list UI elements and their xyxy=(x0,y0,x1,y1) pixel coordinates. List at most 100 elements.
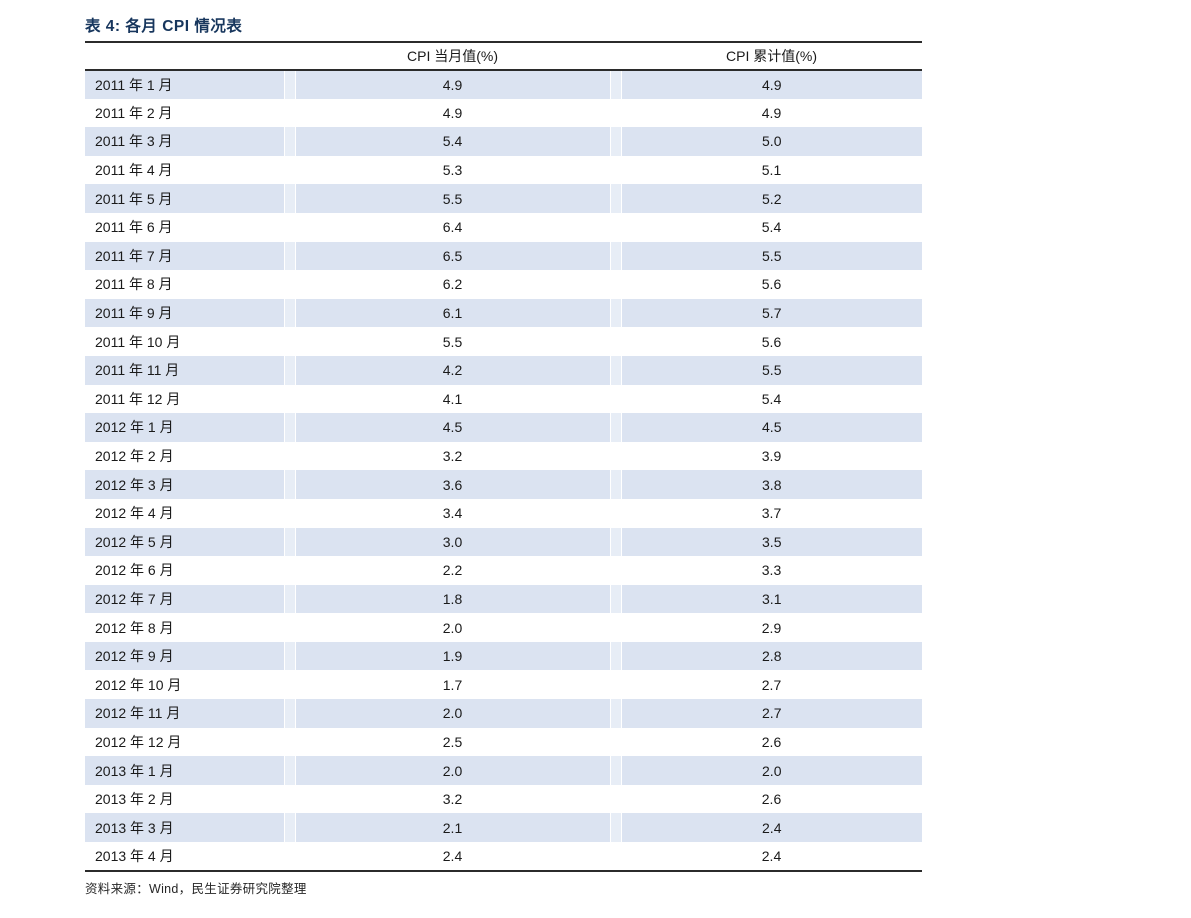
spacer-cell xyxy=(284,670,295,699)
cpi-table-body: 2011 年 1 月 4.9 4.9 2011 年 2 月 4.9 4.9 2011 年 3… xyxy=(85,70,922,871)
month-cell: 2011 年 4 月 xyxy=(95,162,173,179)
table-row: 2011 年 9 月 6.1 5.7 xyxy=(85,298,922,328)
spacer-cell xyxy=(610,99,621,128)
spacer-cell xyxy=(284,327,295,356)
table-section: 表 4: 各月 CPI 情况表 CPI 当月值(%) CPI 累计值(%) 20… xyxy=(85,0,922,897)
cpi-current-cell: 4.9 xyxy=(295,70,610,99)
spacer-cell xyxy=(609,470,622,499)
cpi-current-cell: 4.5 xyxy=(295,413,610,442)
spacer-cell xyxy=(609,584,622,614)
spacer-cell xyxy=(284,99,295,128)
month-cell: 2011 年 8 月 xyxy=(95,276,173,293)
spacer-cell xyxy=(283,470,296,499)
cpi-cumulative-cell: 3.7 xyxy=(761,505,782,522)
spacer-cell xyxy=(283,184,296,213)
spacer-cell xyxy=(609,127,622,156)
spacer-cell xyxy=(283,756,296,785)
table-row: 2013 年 3 月 2.1 2.4 xyxy=(85,813,922,843)
table-row: 2013 年 2 月 3.2 2.6 xyxy=(85,785,922,814)
table-row: 2012 年 12 月 2.5 2.6 xyxy=(85,728,922,757)
cpi-cumulative-cell: 4.5 xyxy=(621,413,922,442)
spacer-cell xyxy=(283,70,296,99)
table-row: 2011 年 10 月 5.5 5.6 xyxy=(85,327,922,356)
spacer-cell xyxy=(610,156,621,185)
cpi-cumulative-cell: 2.9 xyxy=(761,619,782,636)
spacer-cell xyxy=(609,756,622,785)
spacer-cell xyxy=(283,355,296,385)
table-row: 2011 年 8 月 6.2 5.6 xyxy=(85,270,922,299)
column-header-cpi-current: CPI 当月值(%) xyxy=(407,48,498,64)
spacer-cell xyxy=(609,70,622,99)
cpi-current-cell: 4.1 xyxy=(442,390,463,407)
month-cell: 2012 年 8 月 xyxy=(95,619,174,636)
cpi-cumulative-cell: 3.5 xyxy=(621,527,922,557)
table-row: 2012 年 1 月 4.5 4.5 xyxy=(85,413,922,442)
spacer-cell xyxy=(283,127,296,156)
table-row: 2011 年 2 月 4.9 4.9 xyxy=(85,99,922,128)
spacer-cell xyxy=(610,670,621,699)
cpi-current-cell: 3.2 xyxy=(442,448,463,465)
month-cell: 2011 年 5 月 xyxy=(85,184,284,213)
cpi-cumulative-cell: 5.5 xyxy=(621,241,922,271)
cpi-current-cell: 6.1 xyxy=(295,298,610,328)
cpi-cumulative-cell: 5.5 xyxy=(621,355,922,385)
cpi-cumulative-cell: 3.3 xyxy=(761,562,782,579)
cpi-current-cell: 2.0 xyxy=(295,699,610,728)
spacer-cell xyxy=(284,728,295,757)
month-cell: 2012 年 5 月 xyxy=(85,527,284,557)
spacer-cell xyxy=(283,584,296,614)
table-row: 2011 年 5 月 5.5 5.2 xyxy=(85,184,922,213)
spacer-cell xyxy=(609,355,622,385)
cpi-current-cell: 5.5 xyxy=(295,184,610,213)
table-row: 2012 年 9 月 1.9 2.8 xyxy=(85,641,922,671)
table-row: 2013 年 4 月 2.4 2.4 xyxy=(85,842,922,871)
spacer-cell xyxy=(609,184,622,213)
cpi-current-cell: 4.9 xyxy=(442,104,463,121)
month-cell: 2012 年 11 月 xyxy=(85,699,284,728)
month-cell: 2013 年 3 月 xyxy=(85,813,284,843)
month-cell: 2011 年 2 月 xyxy=(95,104,173,121)
month-cell: 2011 年 6 月 xyxy=(95,219,173,236)
spacer-cell xyxy=(284,213,295,242)
cpi-cumulative-cell: 5.7 xyxy=(621,298,922,328)
cpi-current-cell: 1.8 xyxy=(295,584,610,614)
cpi-current-cell: 2.1 xyxy=(295,813,610,843)
spacer-cell xyxy=(283,527,296,557)
month-cell: 2012 年 9 月 xyxy=(85,641,284,671)
header-row: CPI 当月值(%) CPI 累计值(%) xyxy=(85,42,922,70)
month-cell: 2011 年 11 月 xyxy=(85,355,284,385)
cpi-current-cell: 4.2 xyxy=(295,355,610,385)
cpi-current-cell: 6.2 xyxy=(442,276,463,293)
spacer-cell xyxy=(610,499,621,528)
month-cell: 2012 年 2 月 xyxy=(95,448,174,465)
spacer-cell xyxy=(610,42,621,70)
table-row: 2012 年 5 月 3.0 3.5 xyxy=(85,527,922,557)
column-header-cpi-cumulative: CPI 累计值(%) xyxy=(726,48,817,64)
spacer-cell xyxy=(283,413,296,442)
spacer-cell xyxy=(610,385,621,414)
spacer-cell xyxy=(283,813,296,843)
cpi-cumulative-cell: 3.1 xyxy=(621,584,922,614)
month-cell: 2012 年 3 月 xyxy=(85,470,284,499)
cpi-current-cell: 5.5 xyxy=(442,333,463,350)
cpi-cumulative-cell: 5.6 xyxy=(761,276,782,293)
spacer-cell xyxy=(610,613,621,642)
table-title: 表 4: 各月 CPI 情况表 xyxy=(85,18,243,35)
cpi-cumulative-cell: 2.6 xyxy=(761,733,782,750)
month-cell: 2012 年 6 月 xyxy=(95,562,174,579)
cpi-current-cell: 6.5 xyxy=(295,241,610,271)
cpi-current-cell: 1.7 xyxy=(442,676,463,693)
cpi-cumulative-cell: 3.9 xyxy=(761,448,782,465)
spacer-cell xyxy=(284,156,295,185)
spacer-cell xyxy=(609,699,622,728)
spacer-cell xyxy=(609,527,622,557)
spacer-cell xyxy=(609,298,622,328)
table-row: 2013 年 1 月 2.0 2.0 xyxy=(85,756,922,785)
spacer-cell xyxy=(610,270,621,299)
month-cell: 2013 年 2 月 xyxy=(95,791,174,808)
spacer-cell xyxy=(610,785,621,814)
month-cell: 2011 年 1 月 xyxy=(85,70,284,99)
cpi-cumulative-cell: 5.4 xyxy=(761,390,782,407)
month-cell: 2011 年 3 月 xyxy=(85,127,284,156)
